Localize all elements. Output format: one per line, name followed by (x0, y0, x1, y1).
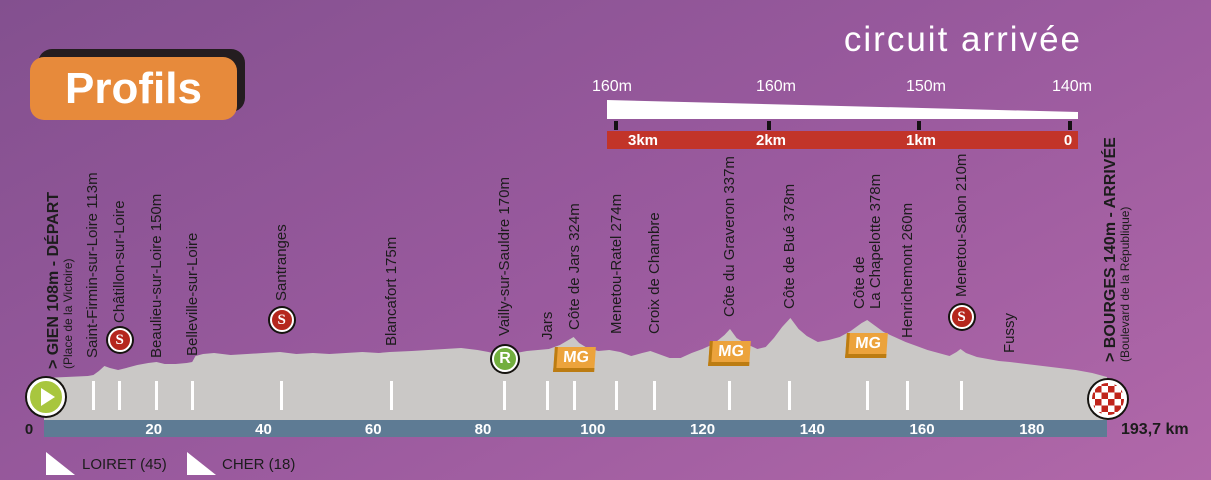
km-tick (546, 381, 550, 410)
inset-distance-bar (607, 131, 1078, 149)
km-tick (615, 381, 619, 410)
km-tick (865, 381, 869, 410)
waypoint-name: Côte du Graveron 337m (720, 156, 738, 317)
axis-label: 100 (580, 421, 606, 438)
waypoint-name: Beaulieu-sur-Loire 150m (147, 193, 165, 358)
waypoint-label: Côte de Bué 378m (780, 183, 798, 309)
total-distance-label: 193,7 km (1121, 421, 1189, 438)
depart-marker (27, 378, 65, 416)
inset-elevation-label: 150m (905, 78, 947, 95)
waypoint-label: Vailly-sur-Sauldre 170m (495, 177, 513, 336)
waypoint-label: Santranges (272, 224, 290, 301)
waypoint-name: Châtillon-sur-Loire (110, 200, 128, 323)
km-tick (653, 381, 657, 410)
waypoint-label: > BOURGES 140m - ARRIVÉE (Boulevard de la… (1102, 137, 1132, 362)
km-tick (390, 381, 394, 410)
waypoint-label: Blancafort 175m (382, 236, 400, 346)
waypoint-name-line2: La Chapelotte 378m (867, 173, 885, 309)
km-tick (906, 381, 910, 410)
inset-km-tick (614, 121, 618, 130)
inset-km-tick (1068, 121, 1072, 130)
km-tick (155, 381, 158, 410)
inset-km-tick (767, 121, 771, 130)
axis-label: 140 (799, 421, 825, 438)
waypoint-label: Henrichemont 260m (898, 202, 916, 338)
km-tick (191, 381, 195, 410)
waypoint-label: Croix de Chambre (645, 212, 663, 334)
department-label: LOIRET (45) (82, 456, 167, 473)
km-tick (728, 381, 732, 410)
inset-distance-label: 0 (1063, 132, 1073, 149)
waypoint-sublabel: (Boulevard de la République) (1118, 206, 1132, 362)
distance-axis-bar (44, 420, 1107, 437)
kom-marker: MG (552, 347, 596, 372)
waypoint-label: Châtillon-sur-Loire (110, 200, 128, 323)
km-tick (503, 381, 507, 410)
km-tick (960, 381, 964, 410)
inset-distance-label: 2km (755, 132, 787, 149)
waypoint-name: Fussy (1000, 312, 1018, 353)
waypoint-name: > GIEN 108m - DÉPART (45, 191, 62, 369)
waypoint-name: Menetou-Salon 210m (952, 153, 970, 297)
axis-label: 180 (1019, 421, 1045, 438)
waypoint-label: Belleville-sur-Loire (183, 232, 201, 356)
axis-label: 40 (255, 421, 272, 438)
km-tick (118, 381, 122, 410)
inset-elevation-label: 140m (1051, 78, 1093, 95)
feed-zone-marker: R (491, 346, 518, 372)
kom-marker: MG (708, 341, 751, 366)
waypoint-label: Beaulieu-sur-Loire 150m (147, 193, 165, 358)
waypoint-label: Jars (538, 311, 556, 340)
waypoint-name: Belleville-sur-Loire (183, 232, 201, 356)
finish-circuit-profile-shape (607, 100, 1078, 119)
waypoint-name: Menetou-Ratel 274m (607, 193, 625, 334)
sprint-marker: S (269, 308, 294, 332)
axis-label: 60 (364, 421, 382, 438)
waypoint-label: Menetou-Ratel 274m (607, 193, 625, 334)
inset-km-tick (917, 121, 921, 130)
waypoint-name: Henrichemont 260m (898, 202, 916, 338)
department-label: CHER (18) (222, 456, 296, 473)
km-tick (573, 381, 577, 410)
arrivee-marker (1089, 380, 1127, 418)
waypoint-label: > GIEN 108m - DÉPART (Place de la Victoir… (45, 192, 75, 369)
waypoint-label: Côte du Graveron 337m (720, 156, 738, 317)
waypoint-name: Côte de (851, 256, 869, 309)
km-tick (788, 381, 792, 410)
waypoint-name: Vailly-sur-Sauldre 170m (495, 177, 513, 336)
axis-label: 160 (909, 421, 935, 438)
sprint-marker: S (107, 328, 132, 352)
waypoint-name: Côte de Bué 378m (780, 183, 798, 309)
waypoint-name: Blancafort 175m (382, 236, 400, 346)
inset-elevation-label: 160m (755, 78, 797, 95)
waypoint-sublabel: (Place de la Victoire) (61, 258, 75, 370)
profils-badge: Profils (30, 57, 237, 120)
waypoint-name: Croix de Chambre (645, 212, 663, 334)
kom-marker: MG (845, 333, 889, 358)
waypoint-label: Fussy (1000, 312, 1018, 353)
inset-elevation-label: 160m (591, 78, 633, 95)
axis-zero-label: 0 (24, 421, 34, 438)
axis-label: 20 (145, 421, 163, 438)
finish-circuit-title: circuit arrivée (843, 20, 1082, 59)
waypoint-name: Santranges (272, 224, 290, 301)
waypoint-name: Saint-Firmin-sur-Loire 113m (84, 172, 102, 358)
waypoint-name: Jars (538, 311, 556, 340)
waypoint-label: Côte de Jars 324m (565, 203, 583, 330)
inset-distance-label: 3km (627, 132, 659, 149)
km-tick (280, 381, 284, 410)
sprint-marker: S (949, 305, 974, 329)
inset-distance-label: 1km (905, 132, 937, 149)
axis-label: 120 (690, 421, 716, 438)
waypoint-label: Côte de La Chapelotte 378m (851, 173, 885, 309)
play-triangle-icon (41, 388, 55, 406)
waypoint-name: > BOURGES 140m - ARRIVÉE (1102, 137, 1119, 362)
km-tick (91, 381, 95, 410)
waypoint-label: Menetou-Salon 210m (952, 153, 970, 297)
profils-badge-label: Profils (65, 63, 202, 113)
axis-label: 80 (474, 421, 492, 438)
waypoint-name: Côte de Jars 324m (565, 203, 583, 330)
waypoint-label: Saint-Firmin-sur-Loire 113m (84, 172, 102, 358)
